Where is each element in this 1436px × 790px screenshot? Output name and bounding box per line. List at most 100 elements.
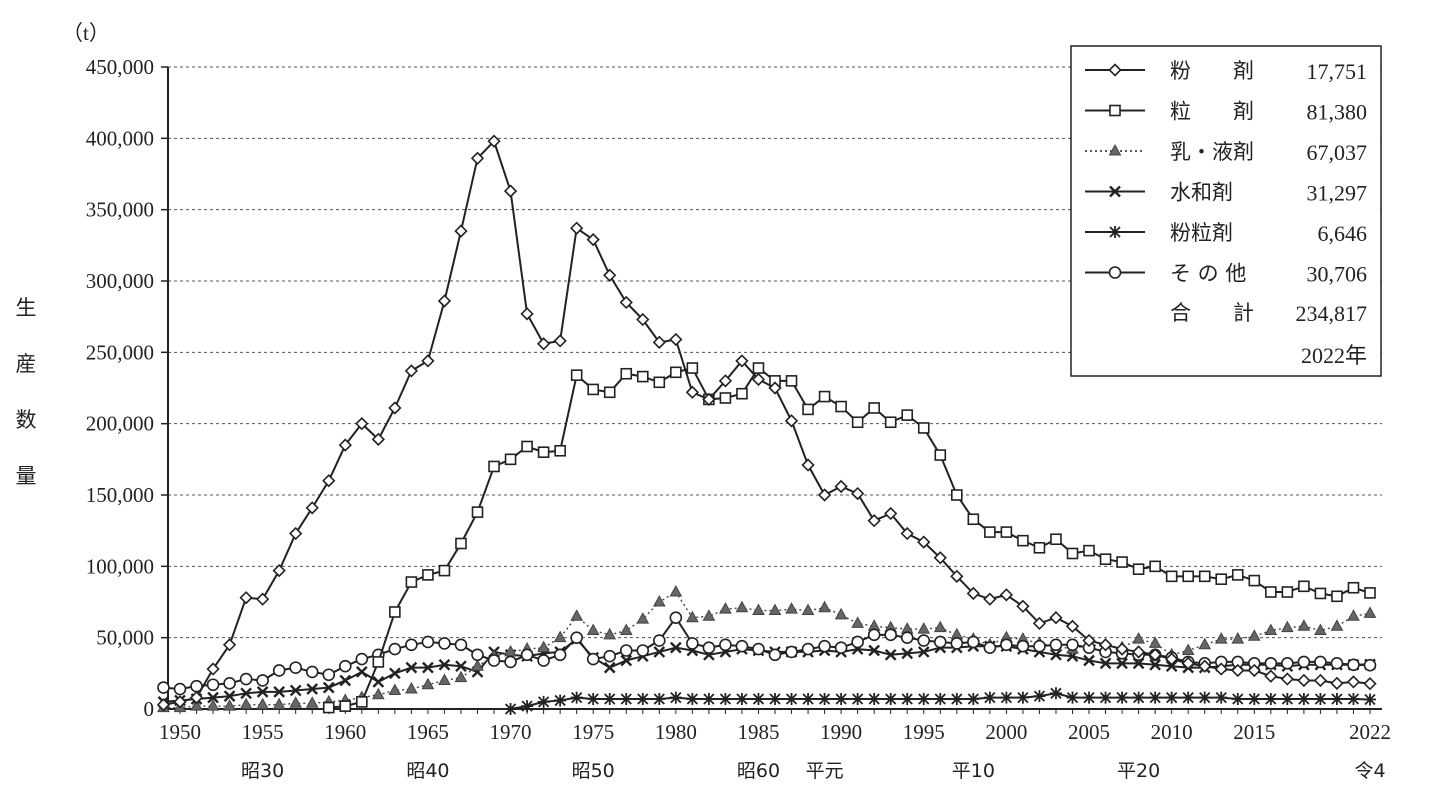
- data-point: [801, 603, 815, 616]
- data-point: [289, 661, 302, 674]
- data-point: [735, 639, 749, 653]
- data-point: [1033, 541, 1046, 554]
- data-point: [454, 670, 468, 683]
- unit-label: （t）: [62, 21, 110, 45]
- y-tick-label: 100,000: [86, 554, 154, 578]
- data-point: [603, 386, 616, 399]
- data-point: [1297, 655, 1311, 669]
- y-tick-label: 0: [144, 697, 155, 721]
- data-point: [818, 600, 831, 613]
- data-point: [769, 693, 781, 706]
- data-point: [1165, 691, 1178, 704]
- data-point: [620, 367, 633, 380]
- legend-total-label: 合 計: [1170, 301, 1254, 325]
- data-point: [322, 668, 336, 682]
- data-point: [917, 535, 931, 549]
- data-point: [339, 700, 352, 712]
- data-point: [207, 691, 219, 704]
- data-point: [586, 232, 600, 247]
- data-point: [421, 677, 435, 690]
- data-point: [619, 623, 633, 636]
- gridlines: [168, 66, 1382, 639]
- axes: [167, 67, 1382, 710]
- data-point: [736, 387, 748, 400]
- x-tick-label: 1995: [903, 720, 945, 744]
- data-point: [1000, 526, 1013, 538]
- y-axis-title-char: 数: [16, 408, 37, 432]
- legend-value: 81,380: [1307, 100, 1368, 125]
- data-point: [1017, 534, 1029, 547]
- data-point: [438, 637, 451, 650]
- data-point: [553, 648, 567, 662]
- data-point: [371, 432, 385, 446]
- data-point: [851, 635, 864, 649]
- data-point: [818, 390, 831, 403]
- data-point: [306, 683, 319, 695]
- data-point: [867, 628, 881, 642]
- data-point: [835, 693, 848, 706]
- data-point: [917, 422, 930, 434]
- data-point: [1330, 657, 1344, 670]
- data-point: [802, 693, 815, 706]
- data-point: [669, 584, 683, 597]
- data-point: [983, 592, 997, 606]
- data-point: [338, 659, 352, 673]
- data-point: [934, 693, 947, 706]
- legend-item: 粒 剤 81,380: [1085, 100, 1367, 125]
- data-point: [372, 676, 385, 688]
- data-point: [1066, 691, 1079, 704]
- data-point: [223, 690, 236, 703]
- data-point: [1313, 673, 1328, 688]
- data-point: [1264, 669, 1278, 683]
- series-diamond: [156, 134, 1377, 712]
- data-point: [900, 631, 914, 644]
- data-point: [752, 642, 765, 656]
- data-point: [504, 703, 517, 715]
- data-point: [389, 606, 401, 618]
- data-point: [933, 620, 947, 633]
- data-point: [1248, 693, 1261, 706]
- data-point: [801, 642, 815, 656]
- data-point: [999, 588, 1014, 602]
- x-tick-label: 2005: [1068, 720, 1110, 744]
- data-point: [206, 699, 220, 711]
- data-point: [1132, 691, 1145, 704]
- data-point: [1281, 693, 1294, 706]
- data-point: [851, 486, 865, 501]
- data-point: [884, 416, 897, 429]
- data-point: [504, 655, 517, 669]
- x-tick-label: 2015: [1233, 720, 1275, 744]
- data-point: [1297, 673, 1311, 688]
- data-point: [967, 635, 980, 649]
- data-point: [1065, 619, 1080, 633]
- data-point: [1264, 657, 1278, 670]
- data-point: [1231, 663, 1245, 678]
- data-point: [1149, 691, 1162, 704]
- data-point: [356, 696, 368, 708]
- data-point: [1231, 632, 1245, 644]
- data-point: [1049, 638, 1063, 652]
- legend-value: 67,037: [1307, 140, 1368, 165]
- era-label: 昭40: [406, 760, 449, 782]
- data-point: [950, 569, 964, 583]
- legend-item: そ の 他 30,706: [1085, 262, 1367, 287]
- data-point: [934, 449, 947, 461]
- data-point: [438, 564, 451, 577]
- data-point: [901, 409, 914, 421]
- data-point: [983, 691, 996, 704]
- data-point: [554, 444, 566, 457]
- data-point: [587, 383, 599, 396]
- series-lines: [156, 134, 1377, 715]
- data-point: [520, 307, 534, 321]
- data-point: [437, 294, 452, 308]
- data-point: [636, 370, 649, 383]
- y-tick-label: 450,000: [86, 55, 154, 79]
- data-point: [1314, 623, 1327, 636]
- data-point: [1099, 553, 1112, 566]
- era-labels: 昭30 昭40 昭50 昭60 平元 平10 平20 令4: [241, 760, 1386, 782]
- data-point: [636, 693, 649, 706]
- data-point: [223, 677, 236, 690]
- data-point: [785, 375, 798, 387]
- data-point: [900, 526, 914, 541]
- data-point: [652, 335, 666, 349]
